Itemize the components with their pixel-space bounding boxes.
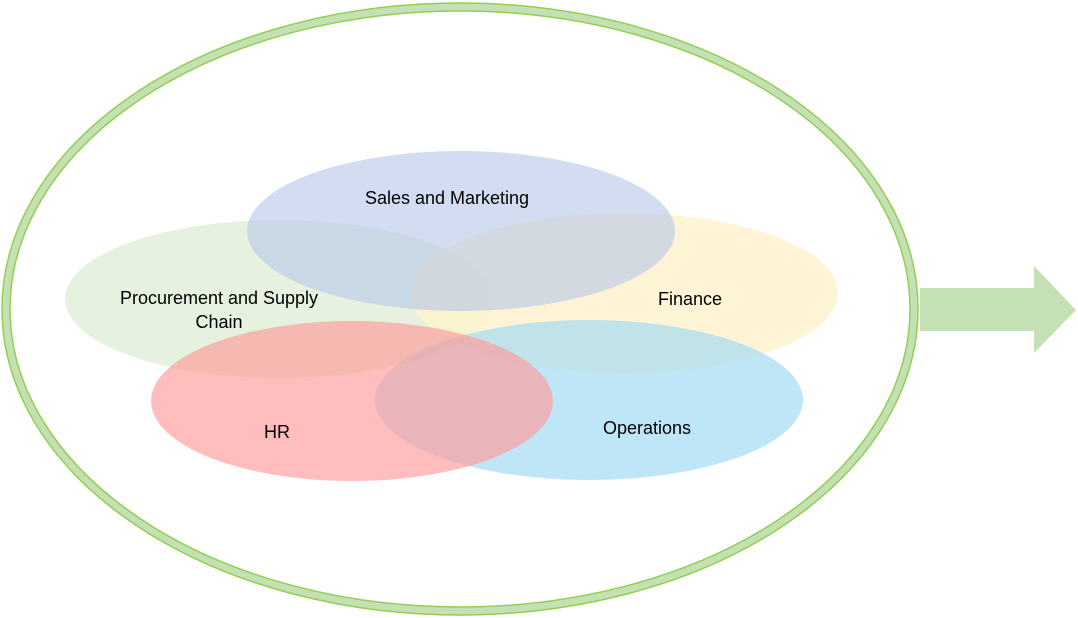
outer-ring [2,3,918,615]
outer-ring-outline-inner [9,10,911,608]
sales-marketing-label: Sales and Marketing [365,188,529,208]
right-arrow-icon [920,266,1076,353]
procurement-label-line2: Chain [195,312,242,332]
hr-ellipse [151,321,553,481]
operations-label: Operations [603,418,691,438]
procurement-label-line1: Procurement and Supply [120,288,318,308]
hr-label: HR [264,422,290,442]
outer-ring-outline-outer [1,2,919,616]
finance-label: Finance [658,289,722,309]
sales-marketing-ellipse [247,151,675,311]
